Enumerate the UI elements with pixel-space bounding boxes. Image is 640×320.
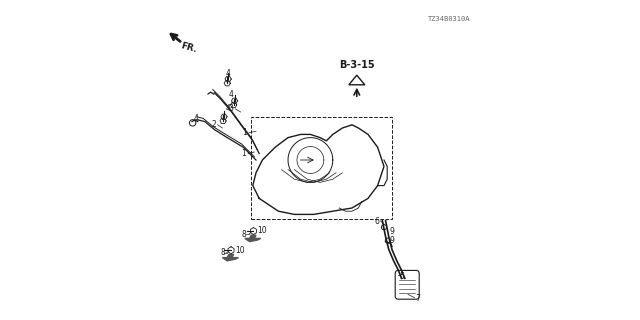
Text: 4: 4 (193, 114, 198, 123)
Polygon shape (223, 258, 239, 261)
Text: 1: 1 (243, 128, 247, 137)
Text: 9: 9 (389, 236, 394, 245)
Text: B-3-15: B-3-15 (339, 60, 374, 70)
Text: 4: 4 (226, 69, 230, 78)
Text: 6: 6 (374, 217, 380, 226)
Text: 4: 4 (229, 90, 234, 99)
Text: 3: 3 (229, 104, 234, 113)
Text: 9: 9 (389, 227, 394, 236)
Text: 8: 8 (220, 248, 225, 257)
Bar (251, 117, 392, 219)
Text: 2: 2 (211, 120, 216, 129)
Text: 1: 1 (242, 149, 246, 158)
Text: FR.: FR. (179, 42, 198, 55)
Text: 4: 4 (226, 104, 230, 113)
Polygon shape (245, 238, 261, 242)
Text: 7: 7 (415, 294, 420, 303)
Polygon shape (227, 254, 234, 258)
Text: 10: 10 (236, 246, 245, 255)
Text: 5: 5 (399, 272, 404, 281)
Text: 10: 10 (258, 226, 268, 235)
Text: 8: 8 (242, 230, 246, 239)
Polygon shape (250, 235, 256, 238)
Text: TZ34B0310A: TZ34B0310A (428, 16, 470, 22)
